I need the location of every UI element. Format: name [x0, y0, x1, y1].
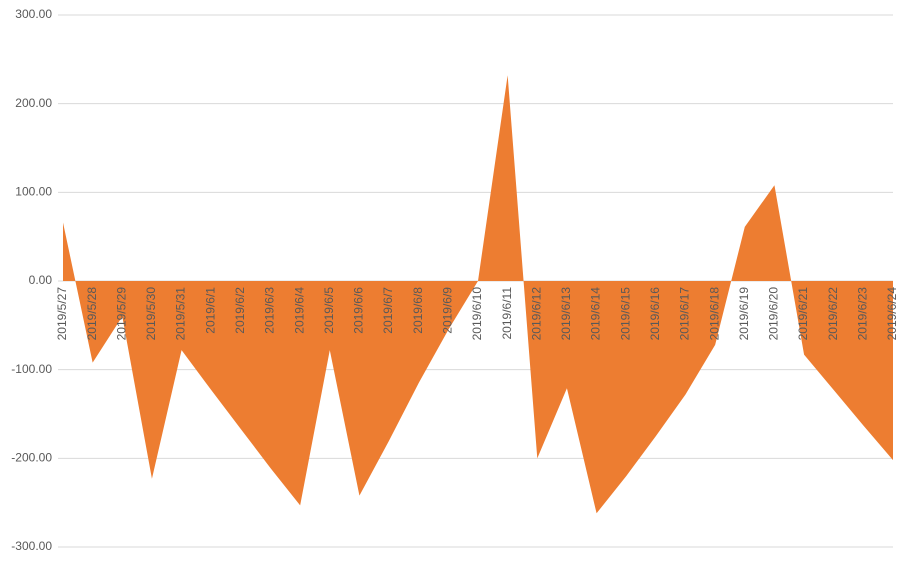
x-tick-label: 2019/6/22 [826, 287, 840, 341]
x-tick-label: 2019/6/8 [411, 287, 425, 334]
x-tick-label: 2019/6/11 [500, 287, 514, 340]
x-tick-label: 2019/5/30 [144, 287, 158, 341]
x-tick-label: 2019/6/6 [352, 287, 366, 334]
x-tick-label: 2019/5/31 [174, 287, 188, 341]
x-tick-label: 2019/6/1 [203, 287, 217, 334]
y-tick-label: -100.00 [11, 362, 52, 376]
y-tick-label: -200.00 [11, 451, 52, 465]
x-tick-label: 2019/6/23 [856, 287, 870, 341]
x-tick-label: 2019/6/14 [589, 287, 603, 341]
x-tick-label: 2019/6/4 [292, 287, 306, 334]
x-tick-label: 2019/6/20 [767, 287, 781, 341]
y-tick-label: 0.00 [29, 273, 53, 287]
x-tick-label: 2019/6/16 [648, 287, 662, 341]
x-tick-label: 2019/5/28 [85, 287, 99, 341]
x-tick-label: 2019/6/17 [678, 287, 692, 341]
y-tick-label: 100.00 [15, 185, 52, 199]
x-tick-label: 2019/6/10 [470, 287, 484, 341]
x-tick-label: 2019/6/7 [381, 287, 395, 334]
x-tick-label: 2019/6/12 [529, 287, 543, 341]
x-tick-label: 2019/6/5 [322, 287, 336, 334]
x-tick-label: 2019/6/2 [233, 287, 247, 334]
area [63, 75, 893, 514]
y-tick-label: 300.00 [15, 7, 52, 21]
x-tick-label: 2019/6/24 [885, 287, 899, 341]
x-tick-label: 2019/6/9 [441, 287, 455, 334]
x-tick-label: 2019/5/27 [55, 287, 69, 341]
x-tick-label: 2019/6/3 [263, 287, 277, 334]
x-tick-label: 2019/6/21 [796, 287, 810, 341]
x-tick-label: 2019/5/29 [114, 287, 128, 341]
x-tick-label: 2019/6/13 [559, 287, 573, 341]
y-tick-label: 200.00 [15, 96, 52, 110]
y-tick-label: -300.00 [11, 539, 52, 553]
x-tick-label: 2019/6/18 [707, 287, 721, 341]
x-tick-label: 2019/6/15 [618, 287, 632, 341]
x-tick-label: 2019/6/19 [737, 287, 751, 341]
